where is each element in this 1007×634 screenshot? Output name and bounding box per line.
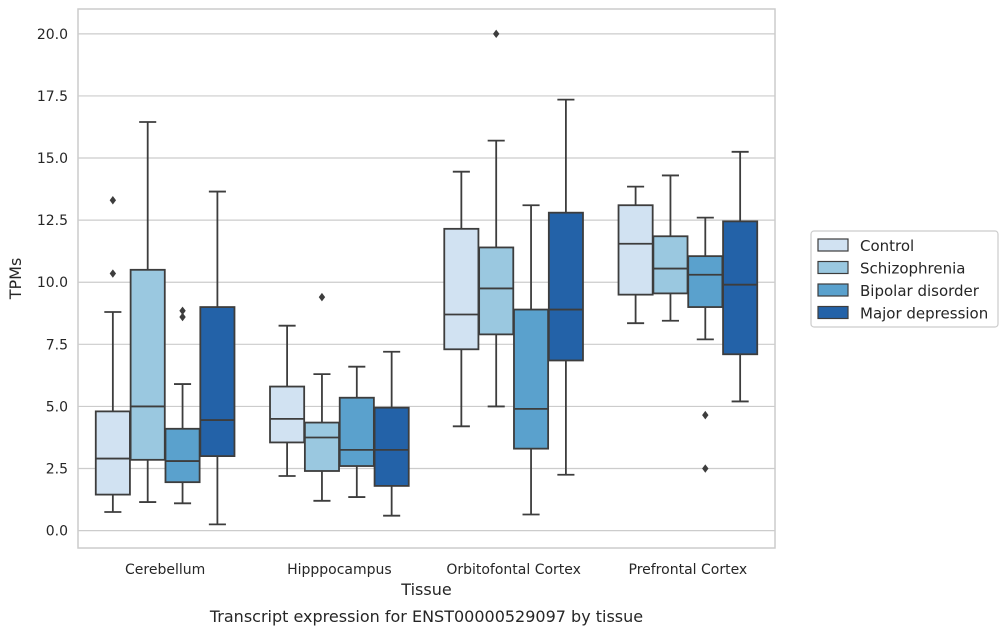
y-tick-labels: 0.0 2.5 5.0 7.5 10.0 12.5 15.0 17.5 20.0: [37, 27, 68, 540]
iqr-box: [652, 235, 689, 295]
iqr-box: [94, 410, 131, 496]
y-tick-label: 0.0: [46, 524, 68, 540]
iqr-box: [164, 427, 201, 484]
x-tick-label: Orbitofontal Cortex: [446, 562, 581, 578]
legend: Control Schizophrenia Bipolar disorder Majo…: [810, 230, 999, 328]
iqr-box: [199, 306, 236, 457]
legend-swatch: [817, 260, 849, 275]
plot-area-frame: [77, 8, 776, 549]
x-tick-label: Prefrontal Cortex: [629, 562, 748, 578]
box-schizophrenia: [129, 121, 166, 503]
outlier-point: [179, 312, 186, 322]
legend-swatch: [817, 238, 849, 252]
legend-label: Bipolar disorder: [860, 282, 980, 300]
box-bipolar-disorder: [164, 306, 201, 505]
box-control: [94, 196, 131, 513]
legend-box: [810, 230, 999, 328]
iqr-box: [722, 220, 759, 356]
chart-caption: Transcript expression for ENST0000052909…: [209, 607, 643, 626]
box-major-depression: [722, 150, 759, 403]
y-tick-label: 5.0: [46, 399, 68, 415]
box-control: [617, 185, 654, 325]
x-tick-label: Cerebellum: [125, 562, 205, 578]
box-major-depression: [373, 350, 410, 517]
iqr-box: [269, 385, 306, 444]
legend-label: Schizophrenia: [860, 260, 965, 278]
iqr-box: [617, 204, 654, 296]
outlier-point: [179, 306, 186, 315]
y-tick-label: 7.5: [46, 337, 68, 353]
legend-swatch: [817, 305, 849, 320]
box-control: [269, 324, 306, 477]
iqr-box: [129, 268, 166, 461]
outlier-point: [109, 269, 117, 278]
y-tick-label: 12.5: [37, 213, 68, 229]
y-axis-label: TPMs: [6, 258, 25, 301]
y-tick-label: 2.5: [46, 462, 68, 478]
outlier-point: [318, 292, 326, 302]
x-tick-label: Hipppocampus: [287, 562, 392, 578]
legend-label: Control: [860, 237, 914, 255]
y-tick-label: 10.0: [37, 275, 68, 291]
box-schizophrenia: [652, 174, 689, 322]
outlier-point: [702, 410, 709, 420]
box-major-depression: [547, 98, 584, 476]
outlier-point: [109, 196, 117, 205]
iqr-box: [373, 406, 410, 487]
iqr-box: [338, 396, 375, 467]
legend-label: Major depression: [860, 305, 988, 323]
y-tick-label: 17.5: [37, 89, 68, 105]
box-major-depression: [199, 190, 236, 526]
iqr-box: [478, 246, 515, 336]
iqr-box: [303, 421, 340, 472]
iqr-box: [687, 255, 724, 308]
box-bipolar-disorder: [338, 365, 375, 498]
x-tick-labels: Cerebellum Hipppocampus Orbitofontal Corte…: [125, 562, 747, 578]
y-tick-label: 15.0: [37, 151, 68, 167]
box-bipolar-disorder: [513, 204, 550, 516]
box-schizophrenia: [303, 292, 340, 502]
box-schizophrenia: [478, 29, 515, 408]
iqr-box: [513, 308, 550, 450]
outlier-point: [702, 464, 709, 473]
iqr-box: [547, 211, 584, 362]
outlier-point: [493, 29, 500, 39]
y-tick-label: 20.0: [37, 27, 68, 43]
box-control: [443, 170, 480, 428]
iqr-box: [443, 227, 480, 351]
x-axis-label: Tissue: [400, 580, 451, 599]
legend-swatch: [817, 283, 849, 297]
boxes: [94, 29, 759, 526]
box-bipolar-disorder: [687, 216, 724, 473]
